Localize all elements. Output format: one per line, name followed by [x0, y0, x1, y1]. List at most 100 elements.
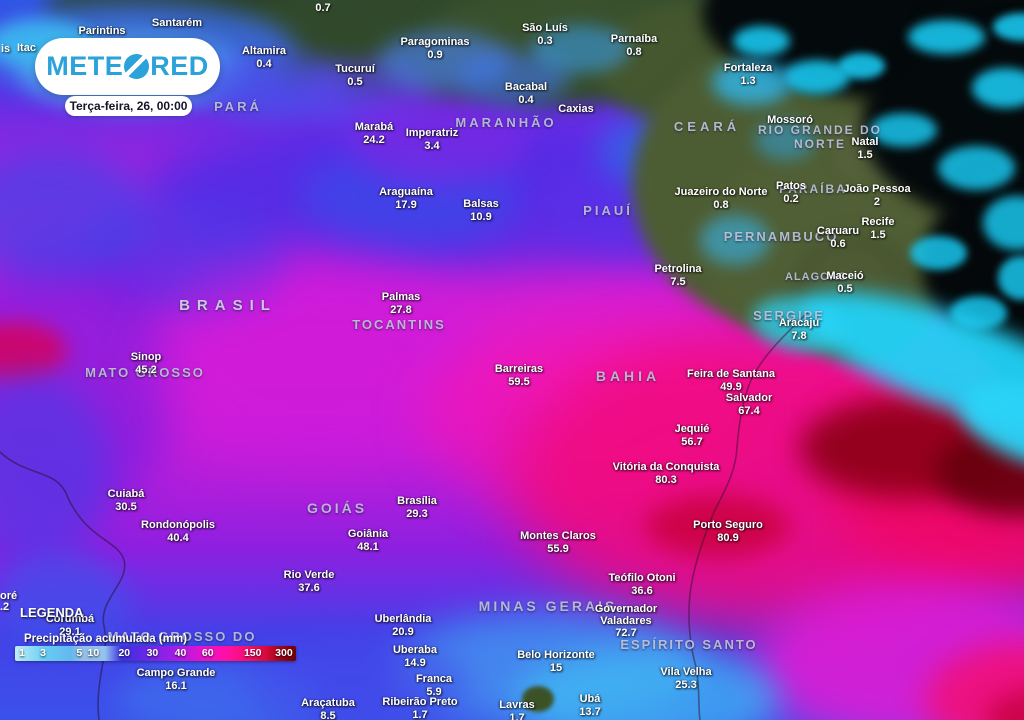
- city-precipitation-value: 48.1: [357, 540, 379, 553]
- city-label: Salvador 67.4: [726, 392, 772, 417]
- city-label: Vila Velha 25.3: [660, 666, 711, 691]
- city-name: Palmas: [381, 291, 421, 303]
- city-precipitation-value: 0.2: [783, 192, 799, 205]
- city-precipitation-value: 1.7: [509, 711, 525, 720]
- city-name: Montes Claros: [520, 530, 596, 542]
- city-label: Juazeiro do Norte 0.8: [674, 186, 768, 211]
- city-precipitation-value: 1.5: [870, 228, 886, 241]
- city-label: Uberaba 14.9: [393, 644, 437, 669]
- state-label: ESPÍRITO SANTO: [620, 637, 758, 652]
- city-name: Santarém: [151, 17, 203, 29]
- city-label: Araguaína 17.9: [379, 186, 433, 211]
- city-name: Fortaleza: [723, 62, 773, 74]
- city-precipitation-value: 0.8: [713, 198, 729, 211]
- city-name: Balsas: [463, 198, 499, 210]
- city-precipitation-value: 7.8: [791, 329, 807, 342]
- city-name: Marabá: [354, 121, 394, 133]
- city-label: Ubá 13.7: [579, 693, 601, 718]
- city-name: Ribeirão Preto: [382, 696, 458, 708]
- city-label: Paragominas 0.9: [400, 36, 469, 61]
- city-label: Montes Claros 55.9: [520, 530, 596, 555]
- city-label: Jequié 56.7: [674, 423, 710, 448]
- city-precipitation-value: 25.3: [675, 678, 697, 691]
- city-name: Rio Verde: [283, 569, 335, 581]
- logo-text-pre: METE: [46, 51, 124, 81]
- country-label: BRASIL: [179, 297, 277, 314]
- city-precipitation-value: 0.5: [837, 282, 853, 295]
- city-name: Juazeiro do Norte: [674, 186, 768, 198]
- state-label: GOIÁS: [306, 500, 368, 516]
- city-name: Araçatuba: [301, 697, 355, 709]
- city-precipitation-value: 30.5: [115, 500, 137, 513]
- city-label: Franca 5.9: [416, 673, 452, 698]
- city-label: Caxias: [558, 103, 594, 116]
- city-label: Corumbá 29.1: [45, 613, 95, 638]
- meteored-logo: METE RED: [35, 38, 220, 95]
- city-name: Uberlândia: [374, 613, 432, 625]
- city-label: Petrolina 7.5: [654, 263, 701, 288]
- city-name: Jequié: [674, 423, 710, 435]
- city-precipitation-value: 14.9: [404, 656, 426, 669]
- city-label: Parintins: [78, 25, 125, 38]
- city-precipitation-value: 1.7: [412, 708, 428, 720]
- city-name: Teófilo Otoni: [608, 572, 676, 584]
- city-name: Caruaru: [816, 225, 860, 237]
- city-precipitation-value: 45.2: [135, 363, 157, 376]
- logo-text-post: RED: [150, 51, 209, 81]
- city-label: Rondonópolis 40.4: [141, 519, 215, 544]
- city-label: Santarém: [151, 17, 203, 30]
- city-label: Belo Horizonte 15: [517, 649, 595, 674]
- city-label: Barreiras 59.5: [495, 363, 543, 388]
- city-name: Lavras: [499, 699, 535, 711]
- city-precipitation-value: 0.9: [427, 48, 443, 61]
- city-precipitation-value: 0.3: [537, 34, 553, 47]
- city-label: Marabá 24.2: [354, 121, 394, 146]
- city-name: Recife: [861, 216, 895, 228]
- city-name: Campo Grande: [136, 667, 216, 679]
- city-name: São Luís: [522, 22, 568, 34]
- city-name: Cuiabá: [107, 488, 145, 500]
- city-precipitation-value: 8.5: [320, 709, 336, 720]
- city-name: Mossoró: [767, 114, 813, 126]
- city-precipitation-value: 0.4: [518, 93, 534, 106]
- city-label: Altamira 0.4: [241, 45, 287, 70]
- city-precipitation-value: 17.9: [395, 198, 417, 211]
- city-label: Tucuruí 0.5: [335, 63, 375, 88]
- city-label: Brasília 29.3: [397, 495, 437, 520]
- city-name: Rondonópolis: [141, 519, 215, 531]
- city-name: João Pessoa: [843, 183, 911, 195]
- city-precipitation-value: 13.7: [579, 705, 601, 718]
- city-name: Natal: [851, 136, 879, 148]
- city-precipitation-value: 16.1: [165, 679, 187, 692]
- city-precipitation-value: 1.5: [857, 148, 873, 161]
- clipped-label-fragment: is: [1, 43, 11, 55]
- city-precipitation-value: 36.6: [631, 584, 653, 597]
- city-name: Bacabal: [504, 81, 548, 93]
- city-precipitation-value: 29.1: [59, 625, 81, 638]
- city-name: Altamira: [241, 45, 287, 57]
- city-label: Feira de Santana 49.9: [687, 368, 775, 393]
- city-label: Governador Valadares 72.7: [595, 603, 657, 640]
- city-name: Ubá: [579, 693, 601, 705]
- city-name: Belo Horizonte: [517, 649, 595, 661]
- city-precipitation-value: 2: [873, 195, 881, 208]
- clipped-label-fragment: .2: [0, 601, 10, 613]
- city-precipitation-value: 80.3: [655, 473, 677, 486]
- city-precipitation-value: 80.9: [717, 531, 739, 544]
- city-label: Caruaru 0.6: [816, 225, 860, 250]
- city-name: Corumbá: [45, 613, 95, 625]
- city-label: Goiânia 48.1: [348, 528, 388, 553]
- city-label: Vitória da Conquista 80.3: [613, 461, 720, 486]
- city-label: Maceió 0.5: [826, 270, 863, 295]
- city-precipitation-value: 40.4: [167, 531, 189, 544]
- clipped-label-fragment: Itac: [17, 42, 36, 54]
- city-label: Campo Grande 16.1: [136, 667, 216, 692]
- city-name: Patos: [776, 180, 806, 192]
- city-precipitation-value: 15: [549, 661, 563, 674]
- clipped-label-fragment: 0.7: [315, 2, 331, 14]
- city-label: Sinop 45.2: [131, 351, 162, 376]
- city-label: Teófilo Otoni 36.6: [608, 572, 676, 597]
- state-label: CEARÁ: [673, 119, 741, 134]
- city-name: Parnaíba: [610, 33, 658, 45]
- city-name: Caxias: [558, 103, 594, 115]
